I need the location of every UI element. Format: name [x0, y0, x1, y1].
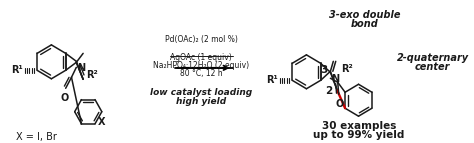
Text: R²: R² — [341, 64, 353, 74]
Text: R²: R² — [86, 70, 98, 80]
Text: R¹: R¹ — [11, 65, 23, 75]
Text: 2: 2 — [325, 86, 332, 96]
Text: X: X — [98, 117, 105, 127]
Text: N: N — [331, 74, 339, 84]
Text: 80 °C, 12 h: 80 °C, 12 h — [180, 69, 222, 78]
Text: bond: bond — [351, 19, 378, 29]
Text: X = I, Br: X = I, Br — [17, 132, 57, 142]
Text: low catalyst loading: low catalyst loading — [150, 88, 252, 97]
Text: Pd(OAc)₂ (2 mol %): Pd(OAc)₂ (2 mol %) — [165, 35, 237, 44]
Text: O: O — [61, 93, 69, 103]
Text: center: center — [415, 62, 450, 72]
Text: 3: 3 — [320, 65, 328, 75]
Text: high yield: high yield — [176, 97, 227, 106]
Text: AgOAc (1 equiv): AgOAc (1 equiv) — [170, 53, 232, 62]
Text: 3-exo double: 3-exo double — [329, 10, 401, 20]
Text: O: O — [336, 99, 344, 109]
Text: N: N — [77, 63, 85, 73]
Text: up to 99% yield: up to 99% yield — [313, 130, 404, 140]
Text: Na₂HPO₄·12H₂O (2 equiv): Na₂HPO₄·12H₂O (2 equiv) — [153, 61, 249, 70]
Text: 2-quaternary: 2-quaternary — [396, 53, 468, 63]
Text: R¹: R¹ — [266, 75, 278, 85]
Text: 30 examples: 30 examples — [321, 121, 396, 131]
